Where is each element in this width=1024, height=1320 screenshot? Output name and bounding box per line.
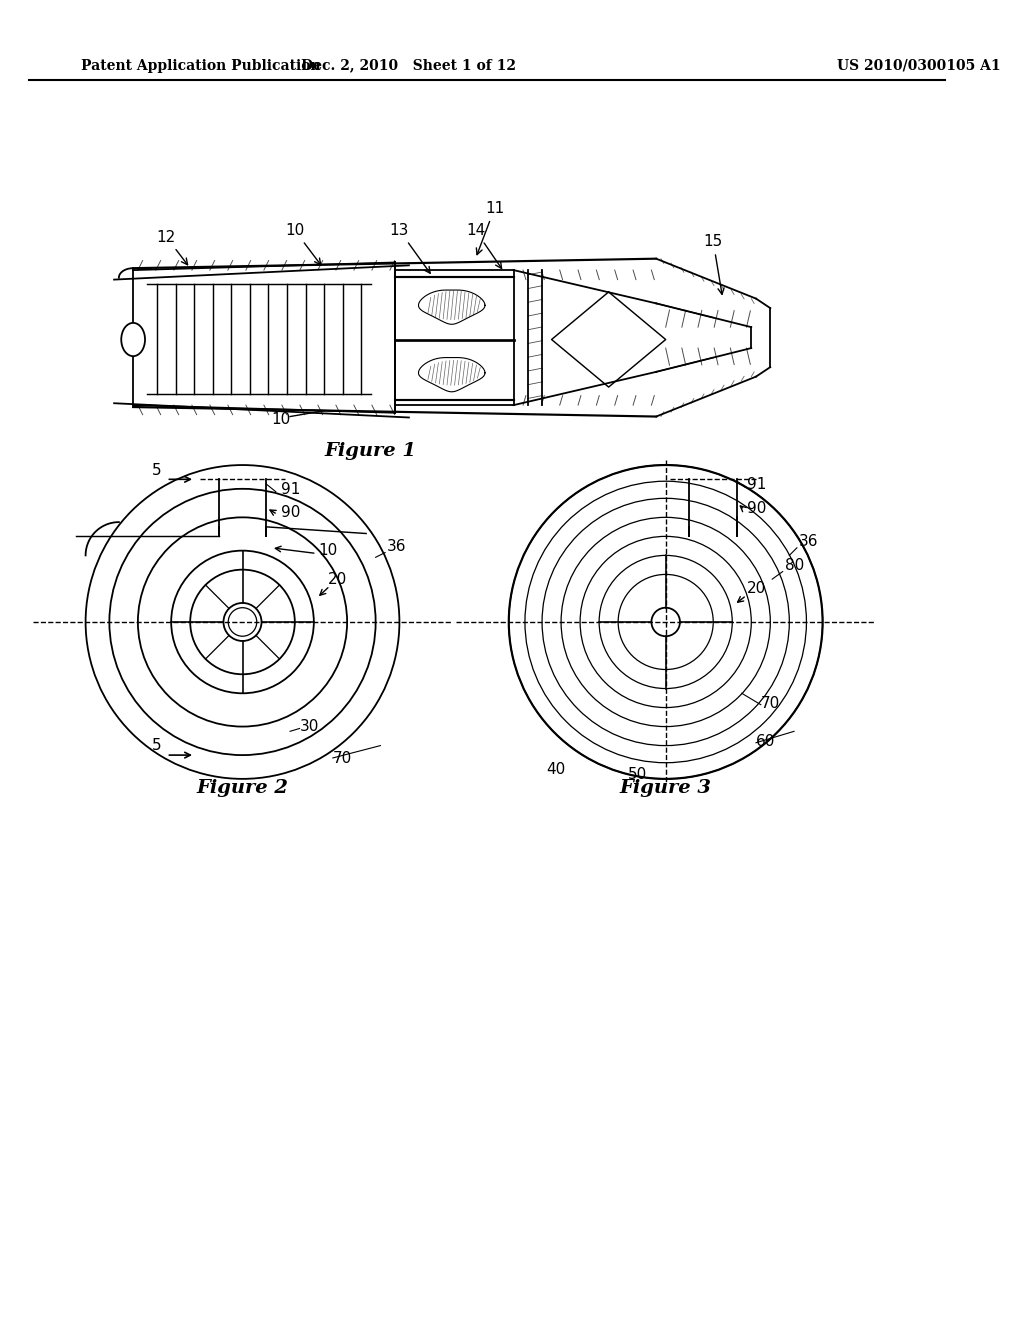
- Circle shape: [651, 607, 680, 636]
- Text: 5: 5: [152, 462, 162, 478]
- Text: US 2010/0300105 A1: US 2010/0300105 A1: [837, 58, 1000, 73]
- Text: Patent Application Publication: Patent Application Publication: [81, 58, 321, 73]
- Circle shape: [223, 603, 261, 642]
- Text: 20: 20: [746, 581, 766, 597]
- Text: 14: 14: [466, 223, 502, 268]
- Text: 50: 50: [628, 767, 647, 781]
- Text: 30: 30: [300, 719, 318, 734]
- Text: Dec. 2, 2010   Sheet 1 of 12: Dec. 2, 2010 Sheet 1 of 12: [301, 58, 516, 73]
- Text: 10: 10: [318, 544, 338, 558]
- Text: Figure 2: Figure 2: [197, 779, 289, 797]
- Text: 60: 60: [756, 734, 775, 748]
- Text: 13: 13: [390, 223, 430, 273]
- Text: Figure 1: Figure 1: [325, 441, 417, 459]
- Text: Figure 3: Figure 3: [620, 779, 712, 797]
- Text: 36: 36: [799, 533, 818, 549]
- Text: 36: 36: [387, 539, 407, 553]
- Ellipse shape: [121, 323, 145, 356]
- Text: 90: 90: [281, 506, 300, 520]
- Text: 40: 40: [547, 762, 566, 777]
- Text: 11: 11: [476, 201, 504, 255]
- Text: 70: 70: [761, 696, 780, 710]
- Text: 20: 20: [328, 572, 347, 587]
- Text: 91: 91: [746, 477, 766, 492]
- Text: 70: 70: [333, 751, 352, 766]
- Text: 80: 80: [784, 557, 804, 573]
- Text: 5: 5: [152, 738, 162, 754]
- Text: 10: 10: [285, 223, 321, 265]
- Text: 90: 90: [746, 500, 766, 516]
- Text: 91: 91: [281, 482, 300, 496]
- Text: 10: 10: [271, 412, 290, 428]
- Text: 15: 15: [703, 235, 724, 294]
- Text: 12: 12: [157, 230, 187, 265]
